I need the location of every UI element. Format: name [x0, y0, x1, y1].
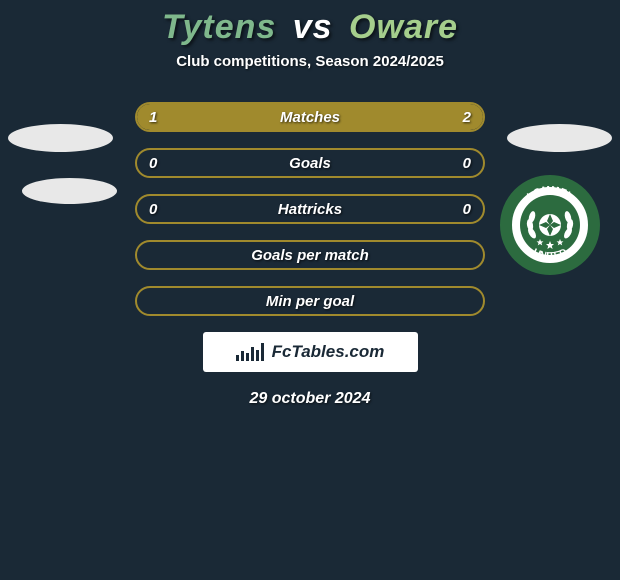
stat-value-left: 0	[149, 150, 157, 176]
stat-value-right: 2	[463, 104, 471, 130]
stat-row: Matches1 2	[135, 102, 485, 132]
stat-value-right: 0	[463, 196, 471, 222]
comparison-title: Tytens vs Oware	[0, 0, 620, 47]
flag-left-placeholder	[8, 124, 113, 152]
club-badge-right: LOMMEL UNITED	[500, 175, 600, 275]
stat-row: Goals per match	[135, 240, 485, 270]
player1-name: Tytens	[162, 8, 276, 46]
subtitle: Club competitions, Season 2024/2025	[0, 53, 620, 70]
stat-label: Goals	[137, 150, 483, 176]
player2-name: Oware	[349, 8, 458, 46]
badge-left-placeholder	[22, 178, 117, 204]
stat-label: Matches	[137, 104, 483, 130]
stat-row: Goals0 0	[135, 148, 485, 178]
stats-container: Matches12Goals00Hattricks00Goals per mat…	[135, 102, 485, 316]
stat-label: Hattricks	[137, 196, 483, 222]
stat-value-left: 1	[149, 104, 157, 130]
stat-label: Goals per match	[137, 242, 483, 268]
watermark-bars-icon	[236, 343, 266, 361]
stat-row: Min per goal	[135, 286, 485, 316]
stat-label: Min per goal	[137, 288, 483, 314]
date-text: 29 october 2024	[0, 390, 620, 408]
stat-value-left: 0	[149, 196, 157, 222]
club-badge-right-svg: LOMMEL UNITED	[500, 175, 600, 275]
watermark-text: FcTables.com	[272, 342, 385, 362]
vs-text: vs	[293, 8, 333, 46]
watermark: FcTables.com	[203, 332, 418, 372]
stat-value-right: 0	[463, 150, 471, 176]
stat-row: Hattricks0 0	[135, 194, 485, 224]
flag-right-placeholder	[507, 124, 612, 152]
